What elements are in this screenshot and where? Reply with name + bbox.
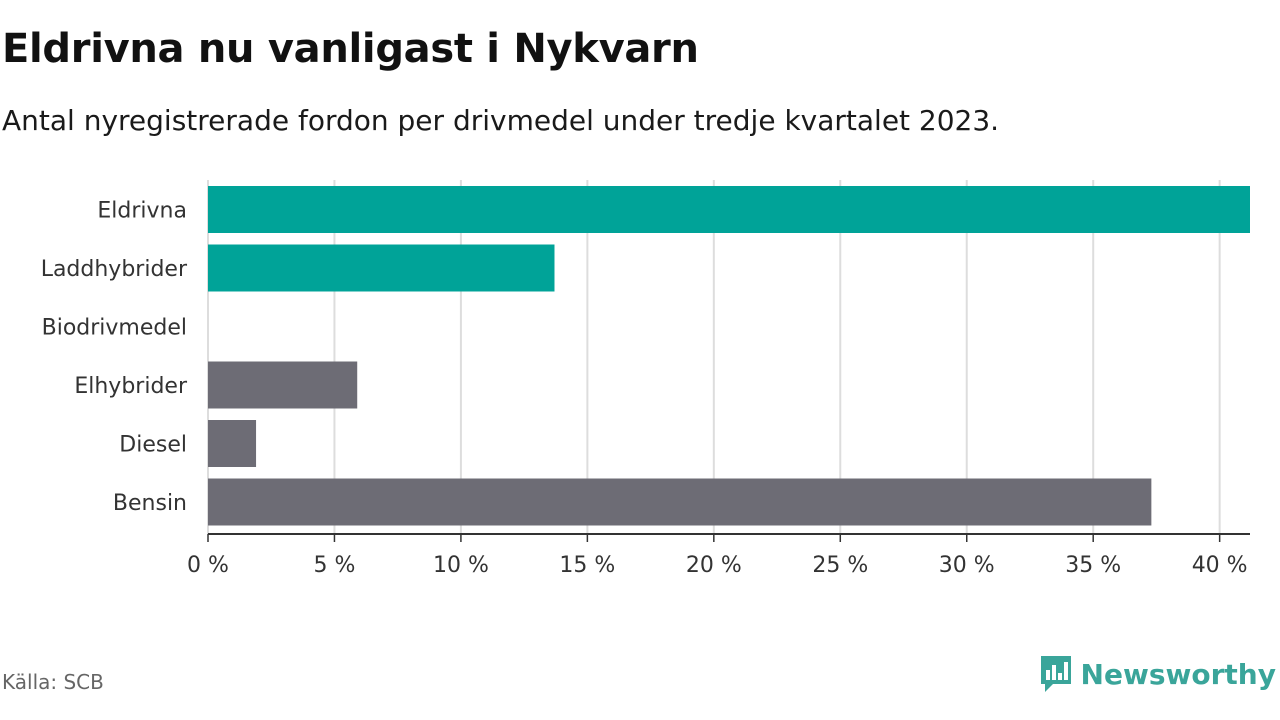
x-tick-label: 35 % xyxy=(1065,553,1121,578)
source-note: Källa: SCB xyxy=(2,670,104,694)
bars xyxy=(208,186,1250,526)
chart-subtitle: Antal nyregistrerade fordon per drivmede… xyxy=(2,104,1000,137)
gridlines xyxy=(207,180,1221,534)
bar-elhybrider xyxy=(208,361,358,409)
category-labels: Eldrivna Laddhybrider Biodrivmedel Elhybrid… xyxy=(41,199,188,517)
category-label: Bensin xyxy=(113,491,187,516)
bar-laddhybrider xyxy=(208,244,555,292)
newsworthy-logo-icon xyxy=(1040,656,1071,692)
x-tick-label: 20 % xyxy=(686,553,742,578)
x-axis: 0 % 5 % 10 % 15 % 20 % 25 % 30 % 35 % 40 % xyxy=(187,533,1250,578)
brand-name: Newsworthy xyxy=(1080,657,1276,691)
x-tick-label: 40 % xyxy=(1192,553,1248,578)
category-label: Elhybrider xyxy=(74,374,188,399)
category-label: Laddhybrider xyxy=(41,257,188,282)
bar-chart: Eldrivna Laddhybrider Biodrivmedel Elhybrid… xyxy=(41,180,1250,578)
x-tick-label: 10 % xyxy=(433,553,489,578)
x-tick-label: 25 % xyxy=(812,553,868,578)
x-tick-label: 0 % xyxy=(187,553,229,578)
x-tick-label: 15 % xyxy=(559,553,615,578)
category-label: Biodrivmedel xyxy=(42,316,187,341)
category-label: Diesel xyxy=(119,433,187,458)
brand-logo: Newsworthy xyxy=(1039,654,1276,694)
x-tick-label: 5 % xyxy=(314,553,356,578)
x-tick-label: 30 % xyxy=(939,553,995,578)
category-label: Eldrivna xyxy=(97,199,187,224)
chart-title: Eldrivna nu vanligast i Nykvarn xyxy=(2,26,699,72)
bar-diesel xyxy=(208,420,257,467)
bar-eldrivna xyxy=(208,186,1250,233)
bar-bensin xyxy=(208,478,1152,526)
